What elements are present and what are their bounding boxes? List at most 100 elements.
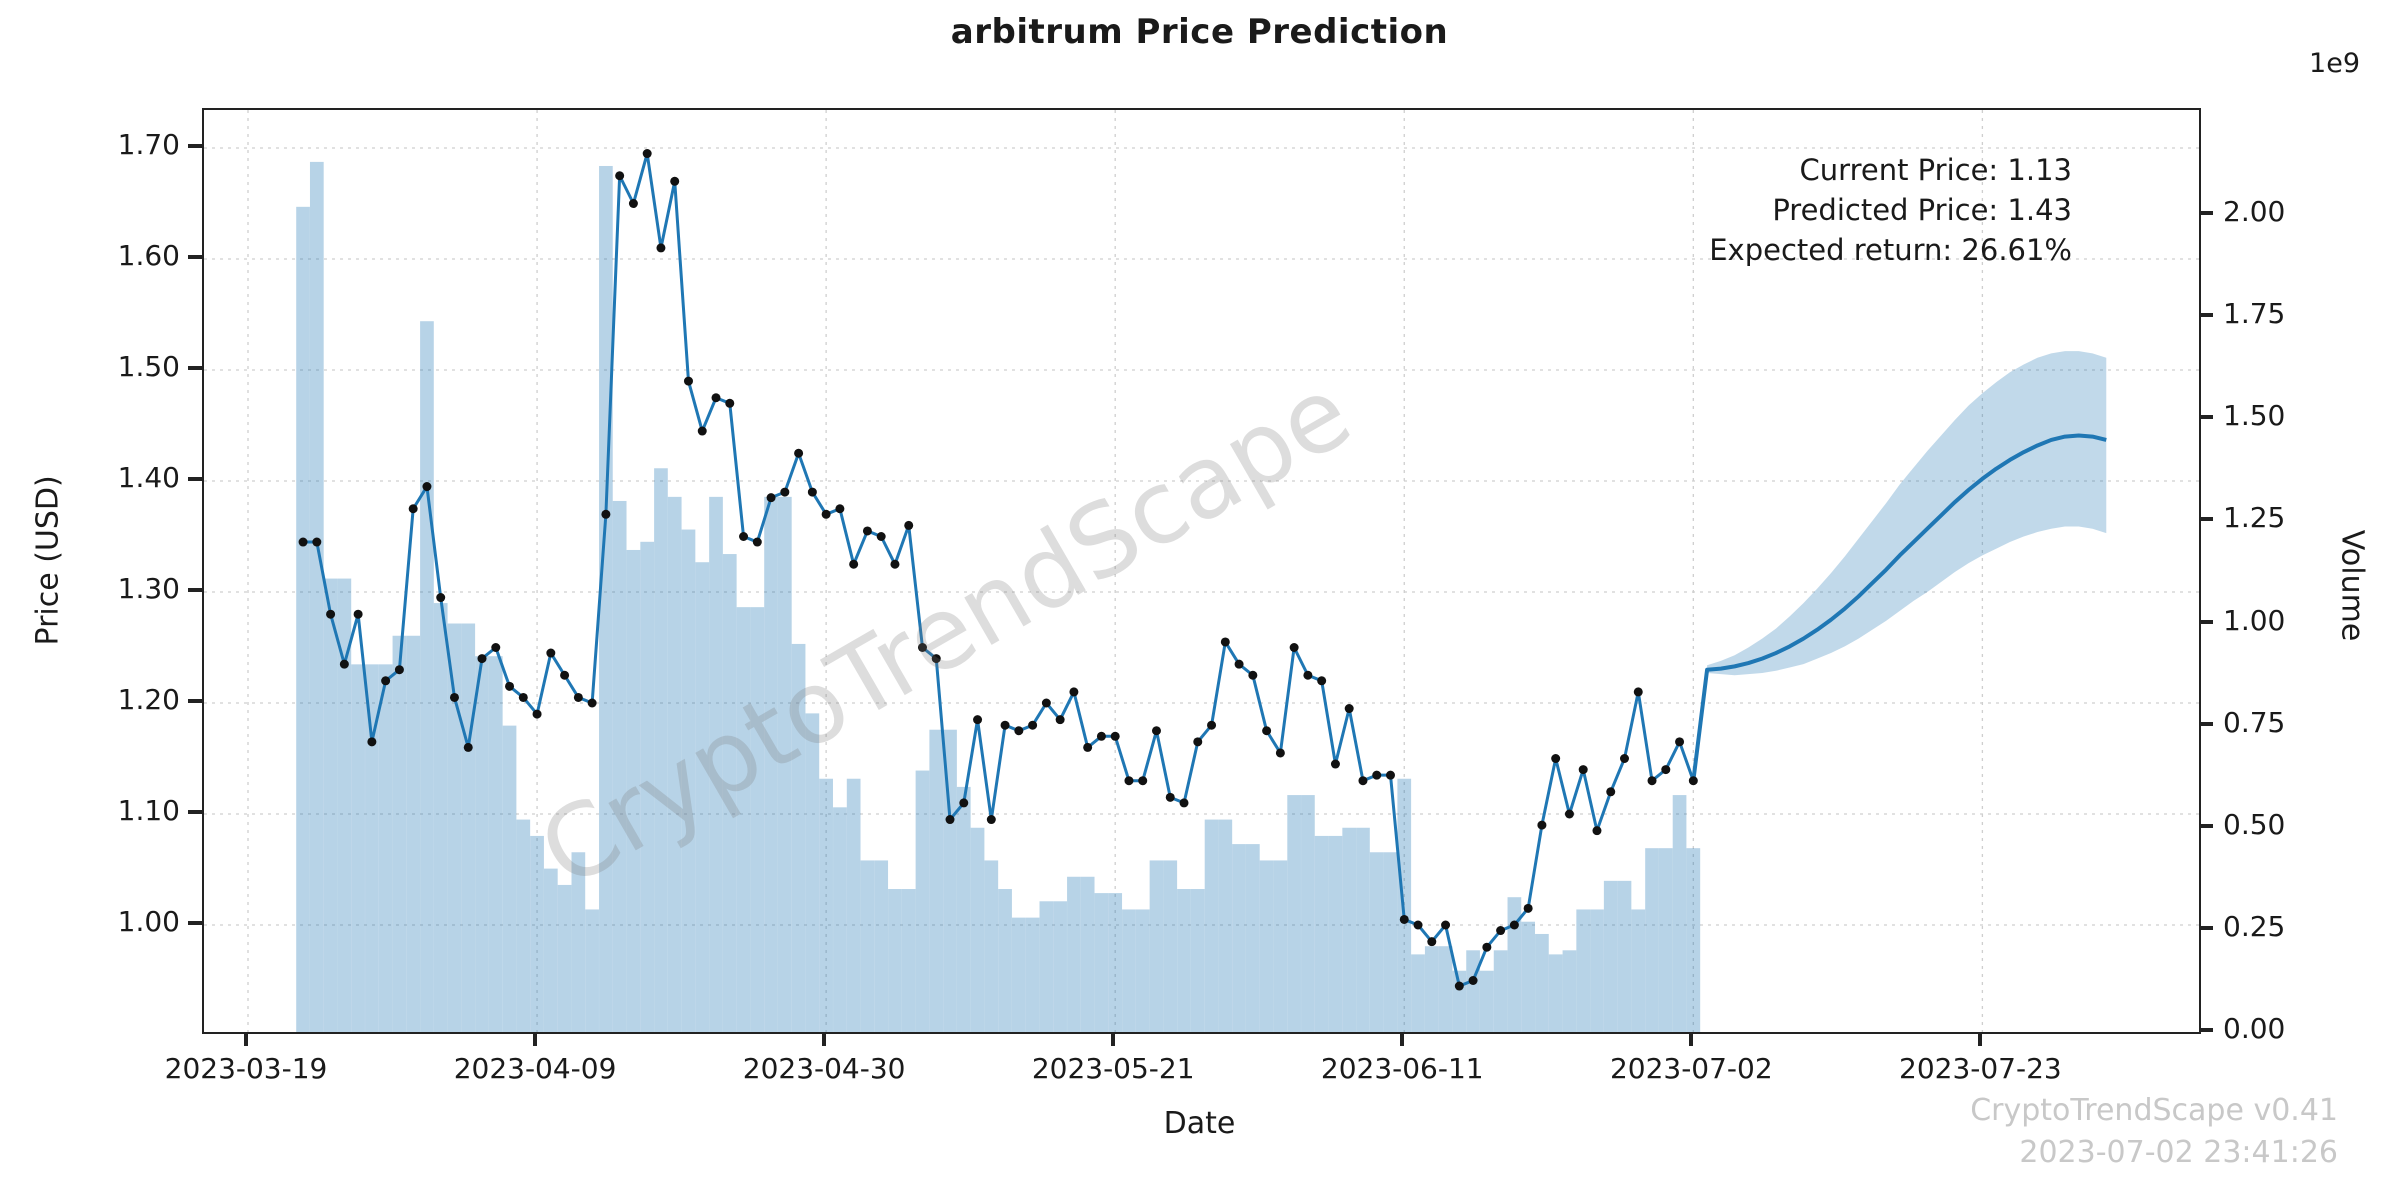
y-left-tick — [188, 810, 202, 814]
price-point — [1399, 914, 1409, 924]
price-point — [1083, 742, 1093, 752]
volume-bar — [956, 786, 971, 1032]
x-tick-label: 2023-07-23 — [1899, 1052, 2062, 1085]
volume-bar — [406, 635, 421, 1032]
x-tick-label: 2023-05-21 — [1031, 1052, 1195, 1085]
price-point — [1317, 676, 1327, 686]
price-point — [1069, 687, 1079, 697]
y-right-tick — [2199, 823, 2213, 828]
volume-bar — [599, 165, 613, 1032]
price-point — [1578, 765, 1588, 775]
price-point — [945, 815, 955, 825]
volume-bar — [502, 725, 517, 1032]
volume-bar — [1108, 893, 1123, 1032]
volume-bar — [709, 496, 723, 1032]
volume-bar — [1218, 819, 1233, 1032]
price-point — [1606, 787, 1616, 797]
y-left-tick-label: 1.00 — [117, 905, 180, 938]
price-point — [917, 643, 927, 652]
price-point — [298, 537, 308, 547]
y-left-tick — [188, 255, 202, 259]
price-point — [1207, 720, 1217, 730]
volume-bar — [1562, 950, 1577, 1032]
volume-bar — [543, 868, 558, 1032]
price-point — [1000, 720, 1010, 730]
price-point — [1124, 776, 1134, 786]
y-right-tick — [2199, 313, 2213, 318]
price-point — [766, 493, 776, 503]
volume-bar — [1328, 835, 1343, 1032]
price-point — [1041, 698, 1051, 708]
price-point — [463, 742, 473, 752]
price-point — [1262, 726, 1272, 736]
volume-bar — [1204, 819, 1219, 1032]
volume-bar — [984, 860, 999, 1032]
price-point — [1468, 976, 1478, 985]
price-point — [1372, 770, 1382, 780]
y-right-tick-label: 1.75 — [2223, 297, 2286, 331]
y-left-axis-label: Price (USD) — [30, 475, 66, 646]
price-point — [1496, 926, 1506, 936]
price-point — [1289, 643, 1299, 652]
price-point — [436, 593, 446, 603]
volume-bar — [1645, 848, 1659, 1032]
volume-bar — [750, 607, 765, 1032]
y-right-tick-label: 2.00 — [2223, 195, 2286, 228]
y-right-tick — [2199, 211, 2213, 215]
volume-bar — [1548, 954, 1563, 1032]
x-tick-label: 2023-04-09 — [453, 1052, 617, 1085]
price-point — [931, 654, 941, 664]
price-point — [505, 681, 515, 691]
price-point — [1179, 798, 1189, 808]
y-right-tick-label: 0.25 — [2223, 909, 2286, 943]
price-point — [1193, 737, 1203, 747]
volume-bar — [1163, 860, 1178, 1032]
volume-bar — [1025, 917, 1040, 1032]
price-point — [1234, 659, 1244, 669]
price-point — [367, 737, 377, 747]
price-point — [339, 659, 349, 669]
prediction-line — [1691, 433, 2107, 781]
x-tick — [244, 1032, 248, 1046]
price-volume-plot — [204, 110, 2199, 1032]
volume-bar — [296, 206, 310, 1032]
price-point — [312, 537, 322, 547]
price-point — [587, 698, 597, 708]
volume-bar — [1190, 889, 1205, 1032]
price-point — [1509, 920, 1519, 930]
price-point — [1014, 726, 1024, 736]
volume-bar — [1631, 909, 1646, 1032]
y-left-tick-label: 1.50 — [117, 350, 180, 383]
volume-bar — [736, 607, 751, 1032]
volume-bar — [1273, 860, 1288, 1032]
price-point — [1661, 765, 1671, 775]
price-point — [794, 448, 804, 458]
price-point — [1055, 715, 1065, 725]
right-axis-exponent: 1e9 — [2309, 48, 2360, 79]
volume-bar — [1576, 909, 1591, 1032]
y-left-tick — [188, 366, 202, 370]
prediction-annotation: Current Price: 1.13 Predicted Price: 1.4… — [1709, 150, 2072, 270]
volume-bar — [323, 578, 338, 1032]
volume-bar — [1424, 946, 1439, 1032]
price-point — [518, 692, 528, 702]
volume-bar — [1314, 835, 1329, 1032]
y-right-tick — [2199, 1028, 2213, 1032]
volume-bar — [1245, 844, 1260, 1032]
volume-bar — [1658, 848, 1673, 1032]
price-point — [1096, 731, 1106, 741]
footer-timestamp: 2023-07-02 23:41:26 — [2019, 1135, 2338, 1170]
volume-bar — [571, 852, 586, 1032]
price-point — [1454, 981, 1464, 991]
x-tick-label: 2023-07-02 — [1609, 1052, 1773, 1085]
price-point — [628, 199, 638, 208]
price-point — [491, 643, 501, 652]
price-point — [601, 509, 611, 519]
volume-bar — [1232, 844, 1246, 1032]
volume-bar — [1149, 860, 1164, 1032]
volume-bar — [337, 578, 352, 1032]
y-right-tick — [2199, 517, 2213, 522]
price-point — [1358, 776, 1368, 786]
y-right-tick-label: 0.50 — [2223, 807, 2286, 841]
